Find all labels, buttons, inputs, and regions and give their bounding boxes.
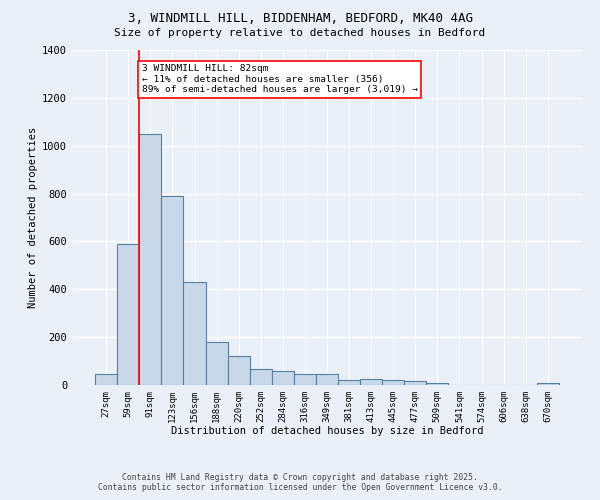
Bar [382,380,404,385]
Bar [427,382,448,385]
Text: Contains HM Land Registry data © Crown copyright and database right 2025.
Contai: Contains HM Land Registry data © Crown c… [98,473,502,492]
Y-axis label: Number of detached properties: Number of detached properties [28,127,38,308]
Bar [117,244,139,385]
Bar [272,370,294,385]
Bar [95,374,117,385]
Bar [360,379,382,385]
Bar [404,382,427,385]
Bar [338,380,360,385]
Bar [537,382,559,385]
Bar [227,356,250,385]
Bar [139,134,161,385]
Bar [316,374,338,385]
Bar [250,370,272,385]
Bar [161,196,184,385]
Bar [294,374,316,385]
Text: Size of property relative to detached houses in Bedford: Size of property relative to detached ho… [115,28,485,38]
Text: 3, WINDMILL HILL, BIDDENHAM, BEDFORD, MK40 4AG: 3, WINDMILL HILL, BIDDENHAM, BEDFORD, MK… [128,12,473,26]
X-axis label: Distribution of detached houses by size in Bedford: Distribution of detached houses by size … [171,426,483,436]
Bar [206,342,227,385]
Bar [184,282,206,385]
Text: 3 WINDMILL HILL: 82sqm
← 11% of detached houses are smaller (356)
89% of semi-de: 3 WINDMILL HILL: 82sqm ← 11% of detached… [142,64,418,94]
